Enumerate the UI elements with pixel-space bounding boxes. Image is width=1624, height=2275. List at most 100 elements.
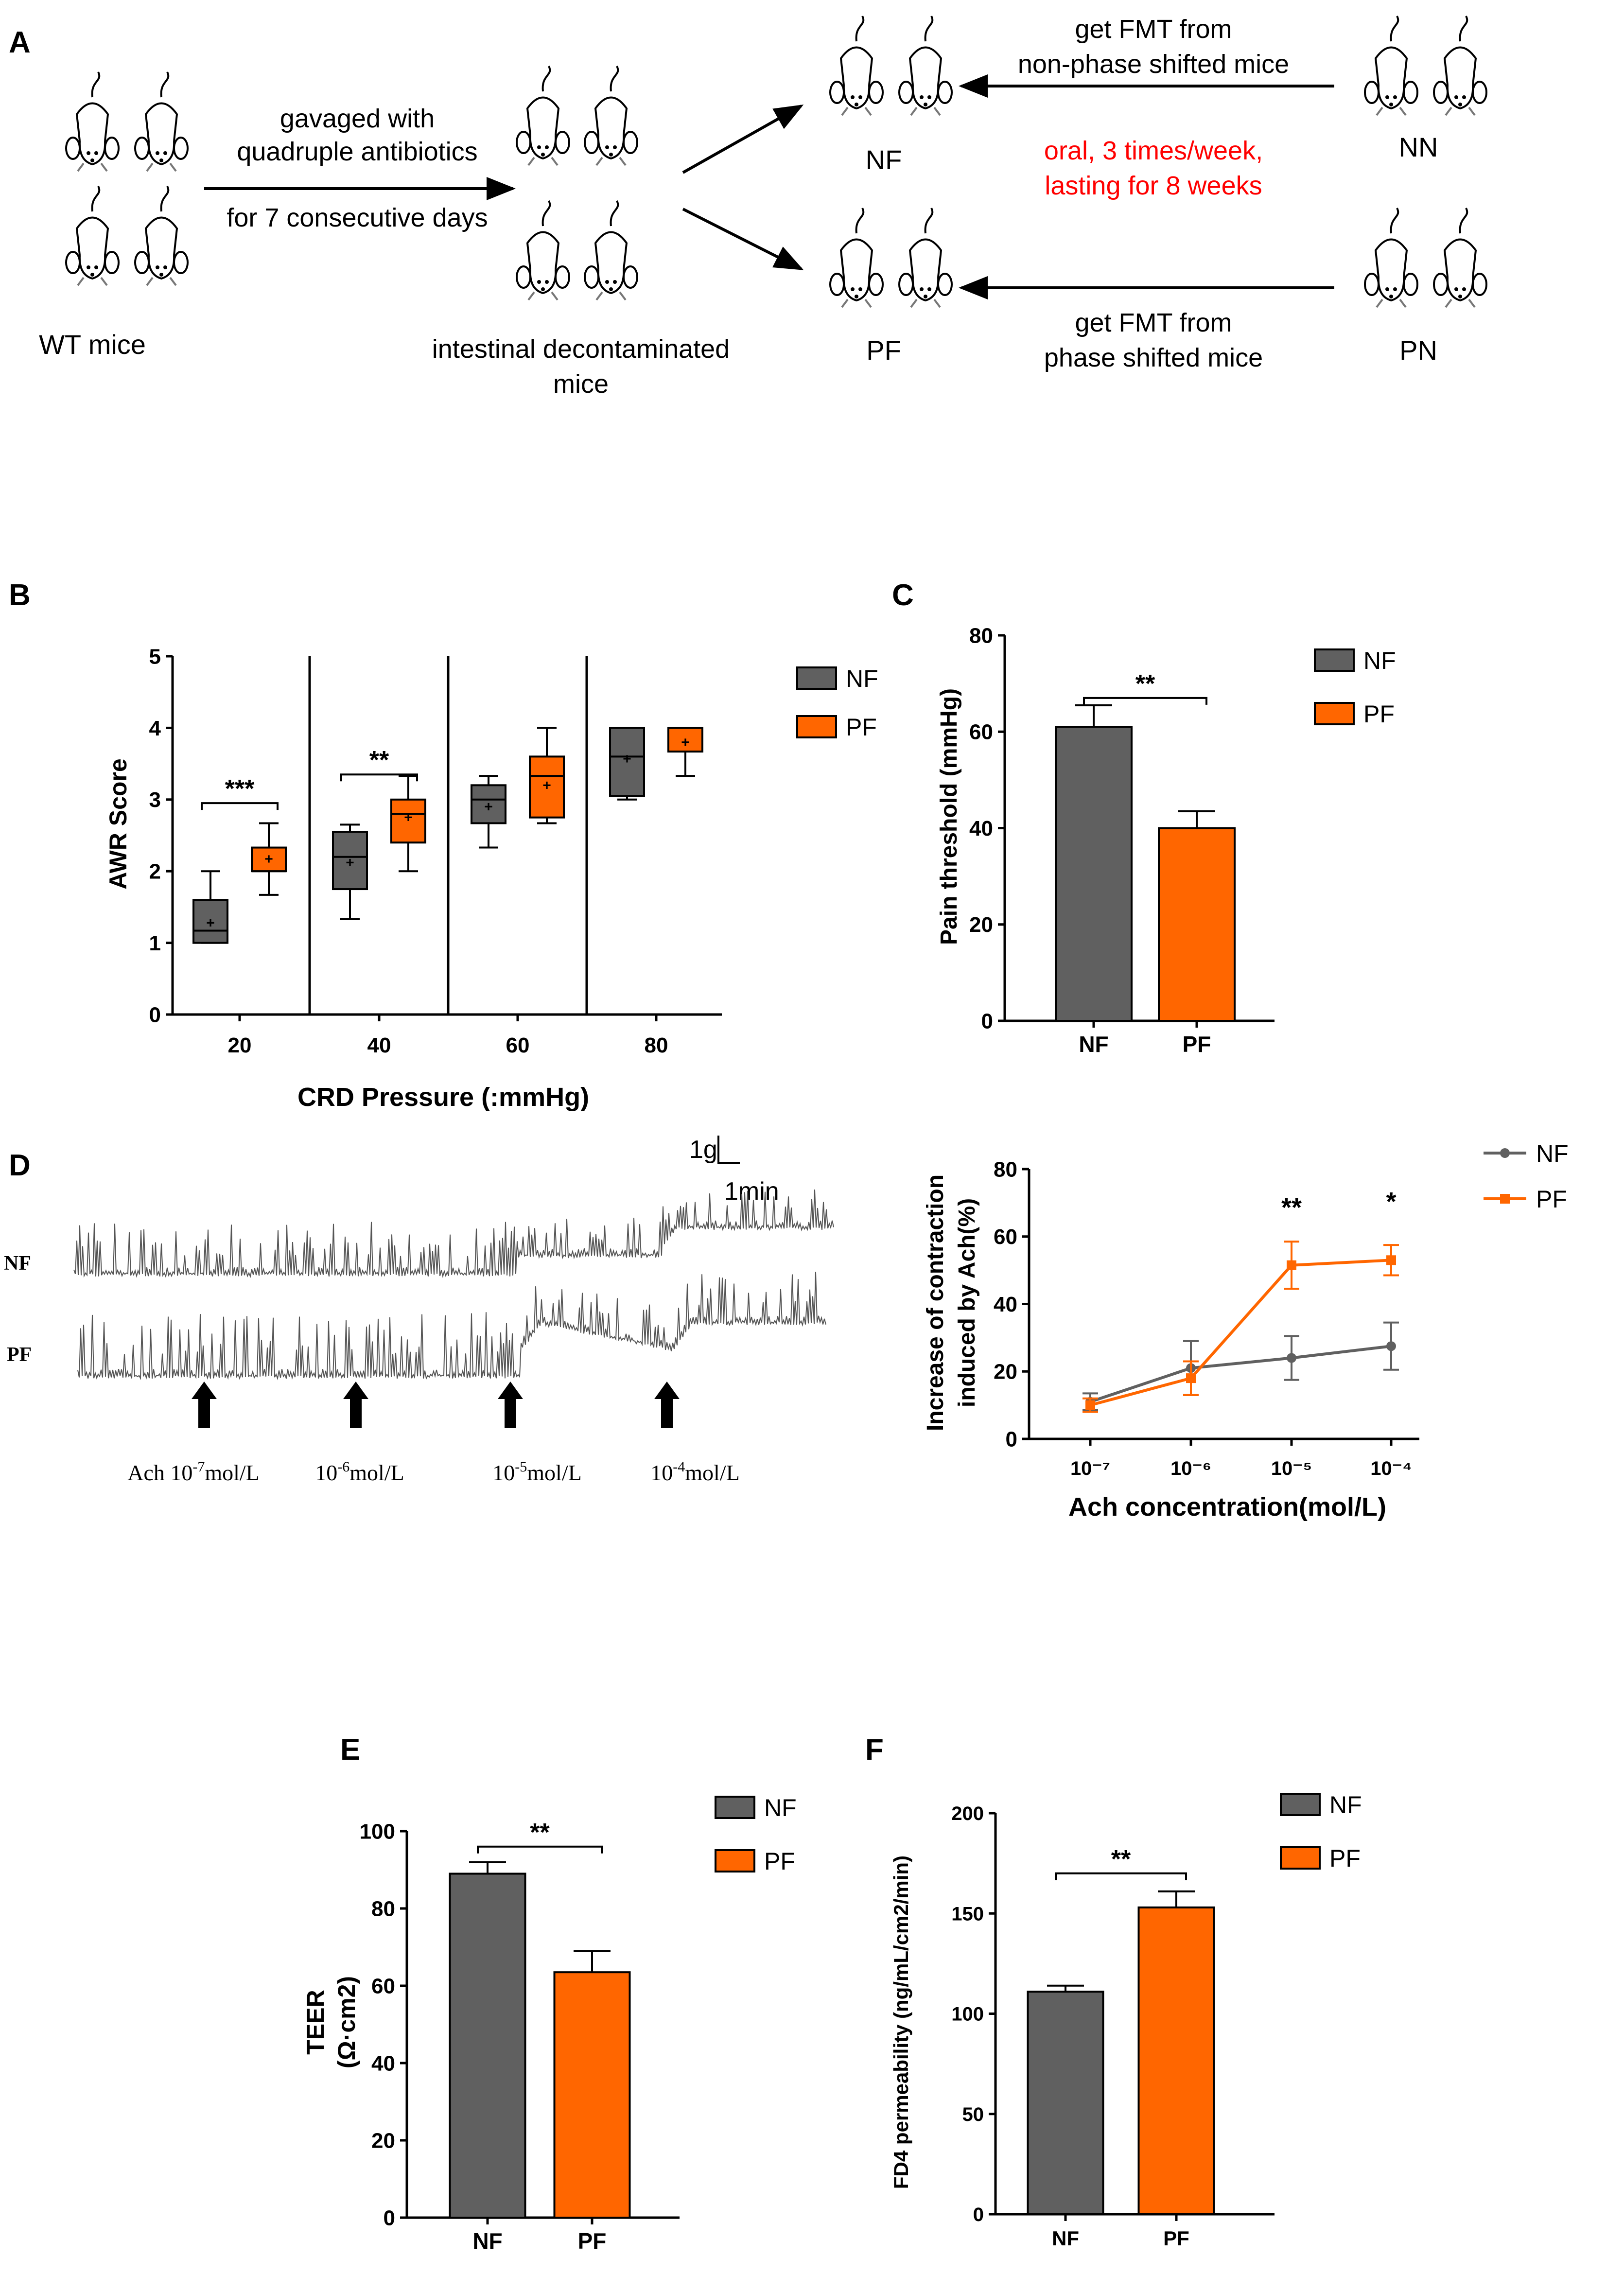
mouse-whiskers [595, 157, 627, 166]
split-arrow-down [682, 208, 804, 270]
mouse-nose [924, 295, 927, 298]
step1-line3: for 7 consecutive days [227, 203, 488, 232]
mouse-eye [87, 265, 90, 269]
mouse-ear-right [104, 137, 120, 160]
mouse-ear-left [134, 137, 150, 160]
mouse-icon [1364, 208, 1418, 308]
mouse-nose [159, 273, 163, 277]
panel-a-letter: A [9, 26, 31, 59]
mouse-body [839, 46, 873, 86]
mouse-ear-right [1472, 81, 1487, 104]
dose-label-3: 10-5mol/L [492, 1459, 581, 1485]
mouse-eye [613, 145, 617, 149]
mouse-ear-left [65, 251, 81, 274]
mouse-whiskers [527, 291, 559, 301]
panel-c-pain-threshold-bar: C 0 20 40 60 80 NF PF ** Pain threshold (mmHg) NF P… [892, 578, 1396, 1057]
x-tick-label: 80 [645, 1033, 668, 1057]
box-iqr [390, 798, 426, 844]
x-tick-label: 10⁻⁶ [1170, 1458, 1211, 1479]
mouse-icon [898, 208, 953, 308]
mouse-ear-right [173, 251, 189, 274]
box-iqr [609, 727, 645, 797]
x-axis-label: CRD Pressure (:mmHg) [297, 1083, 589, 1112]
x-axis-label: Ach concentration(mol/L) [1068, 1492, 1386, 1522]
mouse-ear-right [1403, 81, 1418, 104]
mouse-nose [1389, 103, 1393, 106]
box-pf-40: + [390, 775, 426, 873]
y-tick-label: 60 [371, 1974, 395, 1998]
legend-label-pf: PF [846, 714, 877, 741]
legend-marker-pf [1500, 1194, 1510, 1204]
mouse-whiskers [77, 277, 108, 286]
legend-label-nf: NF [764, 1794, 797, 1821]
mouse-whiskers [1445, 298, 1476, 308]
mouse-eye [851, 287, 855, 291]
mouse-icon [584, 66, 638, 166]
mouse-nose [924, 103, 927, 106]
box-iqr [529, 755, 565, 819]
y-tick-label: 2 [149, 860, 161, 884]
y-tick-label: 3 [149, 788, 161, 812]
legend-label-nf: NF [1329, 1791, 1362, 1819]
mouse-body [908, 238, 943, 278]
mouse-ear-right [623, 131, 638, 154]
ach-dose-arrows: Ach 10-7mol/L 10-6mol/L 10-5mol/L 10-4mol/L [127, 1382, 740, 1485]
panel-e-letter: E [340, 1733, 360, 1767]
mouse-body [1374, 46, 1408, 86]
panel-b-letter: B [9, 578, 31, 612]
legend-label-nf: NF [846, 665, 878, 692]
mouse-icon [65, 71, 120, 172]
mouse-eye [927, 287, 931, 291]
dose-arrow-icon [343, 1382, 368, 1428]
mouse-body [144, 102, 178, 141]
y-tick-label: 20 [969, 913, 993, 937]
y-tick-label: 80 [371, 1897, 395, 1921]
significance-label: ** [530, 1819, 550, 1847]
mouse-nose [541, 287, 545, 291]
mouse-eye [156, 151, 159, 155]
y-tick-label: 1 [149, 931, 161, 955]
mouse-eye [1385, 287, 1389, 291]
mouse-icon [65, 186, 120, 286]
mouse-eye [1385, 95, 1389, 99]
mouse-nose [541, 153, 545, 157]
y-tick-label: 0 [149, 1003, 161, 1027]
mouse-tail [541, 66, 551, 92]
mouse-tail [91, 71, 101, 98]
y-tick-label: 20 [994, 1360, 1017, 1384]
dose-arrow-icon [192, 1382, 217, 1428]
y-tick-label: 80 [969, 624, 993, 648]
mouse-eye [1462, 95, 1466, 99]
mouse-eye [1462, 287, 1466, 291]
fmt-bottom-line1: get FMT from [1075, 308, 1232, 337]
box-mean-marker: + [484, 799, 493, 815]
mouse-body [75, 102, 109, 141]
step1-line1: gavaged with [280, 104, 435, 133]
mouse-body [908, 46, 943, 86]
y-tick-label: 5 [149, 645, 161, 668]
legend-swatch-pf [796, 715, 837, 738]
legend-marker-nf [1500, 1148, 1510, 1158]
data-point-nf [1386, 1341, 1396, 1351]
mouse-head [78, 255, 106, 280]
mouse-tail [1390, 16, 1399, 42]
wt-mice-label: WT mice [39, 329, 146, 360]
mouse-icon [829, 208, 884, 308]
y-tick-label: 40 [969, 817, 993, 840]
mouse-eye [537, 280, 541, 284]
mouse-eye [1454, 95, 1458, 99]
mouse-whiskers [595, 291, 627, 301]
mouse-icon [584, 200, 638, 301]
box-mean-marker: + [623, 751, 631, 767]
mouse-ear-right [104, 251, 120, 274]
bar-nf [449, 1872, 526, 2219]
y-tick-label: 0 [973, 2204, 984, 2225]
mouse-icon [1364, 16, 1418, 116]
pn-group-label: PN [1399, 335, 1437, 366]
mouse-tail [541, 200, 551, 227]
mouse-ear-left [584, 131, 599, 154]
mouse-ear-right [937, 81, 953, 104]
mouse-tail [1390, 208, 1399, 234]
mouse-head [842, 85, 871, 110]
